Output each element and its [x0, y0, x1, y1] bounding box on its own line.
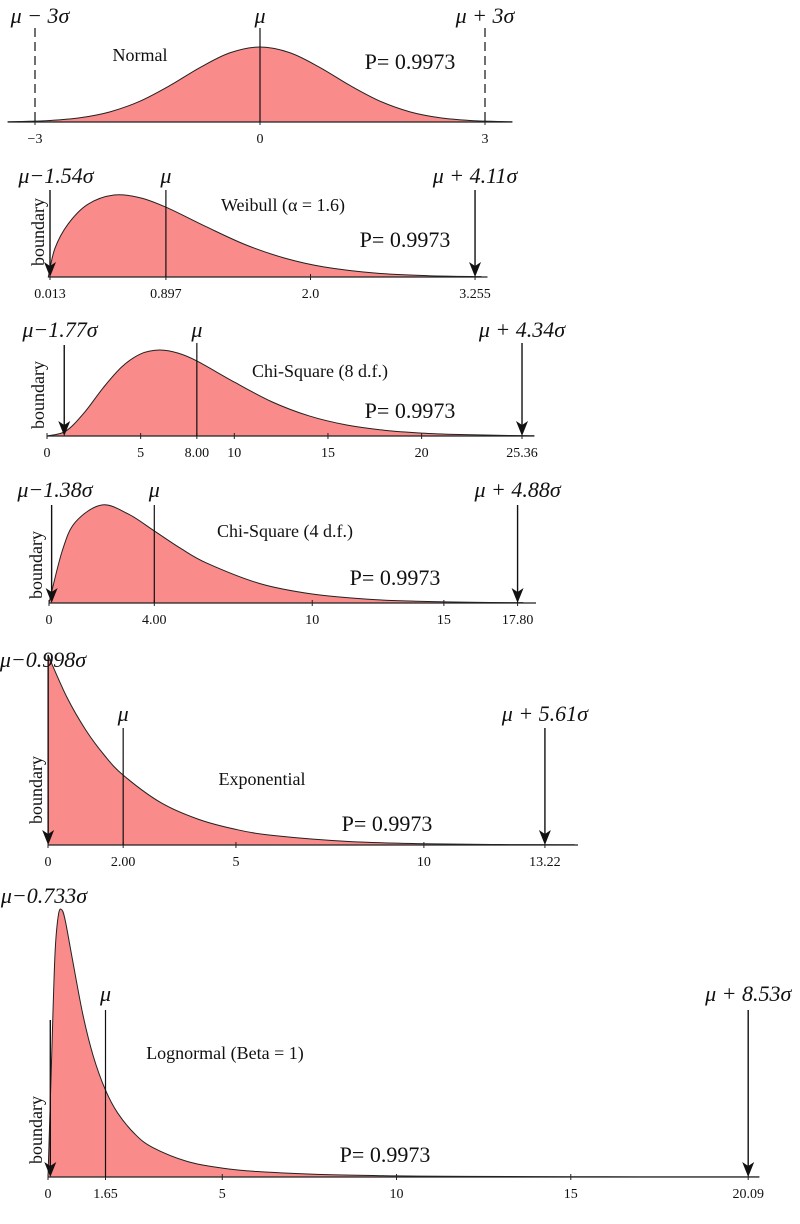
arrow-head: [42, 830, 55, 845]
x-tick-label: 20: [415, 446, 429, 461]
x-tick-label: 0: [45, 1187, 52, 1202]
mean-label: μ: [117, 701, 129, 726]
density-area: [48, 504, 524, 604]
mean-label: μ: [148, 477, 160, 502]
x-tick-label: 8.00: [185, 446, 210, 461]
distribution-name: Weibull (α = 1.6): [221, 195, 345, 216]
x-tick-label: −3: [28, 132, 43, 147]
probability: P= 0.9973: [360, 227, 451, 252]
x-tick-label: 1.65: [93, 1187, 118, 1202]
probability: P= 0.9973: [350, 565, 441, 590]
x-tick-label: 15: [564, 1187, 578, 1202]
boundary-label: boundary: [28, 198, 48, 266]
lower-label: μ−0.733σ: [0, 883, 88, 908]
lower-label: μ−1.54σ: [17, 163, 94, 188]
x-tick-label: 17.80: [502, 613, 534, 628]
x-tick-label: 10: [227, 446, 241, 461]
arrow-head: [538, 830, 551, 845]
boundary-label: boundary: [26, 531, 46, 599]
x-tick-label: 0: [45, 855, 52, 870]
mean-label: μ: [99, 981, 111, 1006]
probability: P= 0.9973: [342, 811, 433, 836]
density-area: [47, 654, 575, 846]
distribution-name: Exponential: [219, 769, 306, 789]
upper-label: μ + 5.61σ: [501, 701, 589, 726]
boundary-label: boundary: [26, 1096, 46, 1164]
x-tick-label: 4.00: [142, 613, 167, 628]
x-tick-label: 0: [44, 446, 51, 461]
x-tick-label: 5: [232, 855, 239, 870]
upper-label: μ + 4.88σ: [473, 477, 561, 502]
boundary-label: boundary: [28, 361, 48, 429]
distribution-name: Chi-Square (4 d.f.): [217, 521, 353, 542]
upper-label: μ + 3σ: [455, 3, 516, 28]
arrow-head: [44, 1162, 57, 1177]
x-tick-label: 3.255: [459, 287, 491, 302]
upper-label: μ + 4.11σ: [432, 163, 519, 188]
lower-label: μ − 3σ: [10, 3, 71, 28]
upper-label: μ + 8.53σ: [704, 981, 792, 1006]
mean-label: μ: [190, 317, 202, 342]
arrow-head: [58, 421, 71, 436]
boundary-label: boundary: [26, 756, 46, 824]
lower-label: μ−1.77σ: [21, 317, 98, 342]
x-tick-label: 20.09: [732, 1187, 764, 1202]
x-tick-label: 0.013: [34, 287, 66, 302]
x-tick-label: 15: [437, 613, 451, 628]
probability: P= 0.9973: [365, 398, 456, 423]
x-tick-label: 3: [482, 132, 489, 147]
mean-label: μ: [159, 163, 171, 188]
x-tick-label: 0: [46, 613, 53, 628]
density-area: [47, 194, 482, 278]
lower-label: μ−0.998σ: [0, 647, 87, 672]
arrow-head: [469, 262, 482, 277]
arrow-head: [44, 262, 57, 277]
x-tick-label: 5: [219, 1187, 226, 1202]
x-tick-label: 10: [390, 1187, 404, 1202]
x-tick-label: 10: [305, 613, 319, 628]
x-tick-label: 0: [257, 132, 264, 147]
x-tick-label: 25.36: [506, 446, 538, 461]
probability: P= 0.9973: [340, 1142, 431, 1167]
x-tick-label: 15: [321, 446, 335, 461]
upper-label: μ + 4.34σ: [478, 317, 566, 342]
x-tick-label: 10: [417, 855, 431, 870]
probability: P= 0.9973: [365, 49, 456, 74]
lower-label: μ−1.38σ: [16, 477, 93, 502]
distribution-name: Lognormal (Beta = 1): [146, 1043, 304, 1064]
density-area: [46, 349, 535, 437]
x-tick-label: 0.897: [150, 287, 182, 302]
x-tick-label: 5: [137, 446, 144, 461]
arrow-head: [742, 1162, 755, 1177]
distribution-name: Chi-Square (8 d.f.): [252, 361, 388, 382]
x-tick-label: 2.0: [302, 287, 320, 302]
mean-label: μ: [253, 3, 265, 28]
arrow-head: [511, 588, 524, 603]
x-tick-label: 2.00: [111, 855, 136, 870]
x-tick-label: 13.22: [529, 855, 561, 870]
arrow-head: [516, 421, 529, 436]
arrow-head: [45, 588, 58, 603]
distribution-name: Normal: [113, 45, 168, 65]
